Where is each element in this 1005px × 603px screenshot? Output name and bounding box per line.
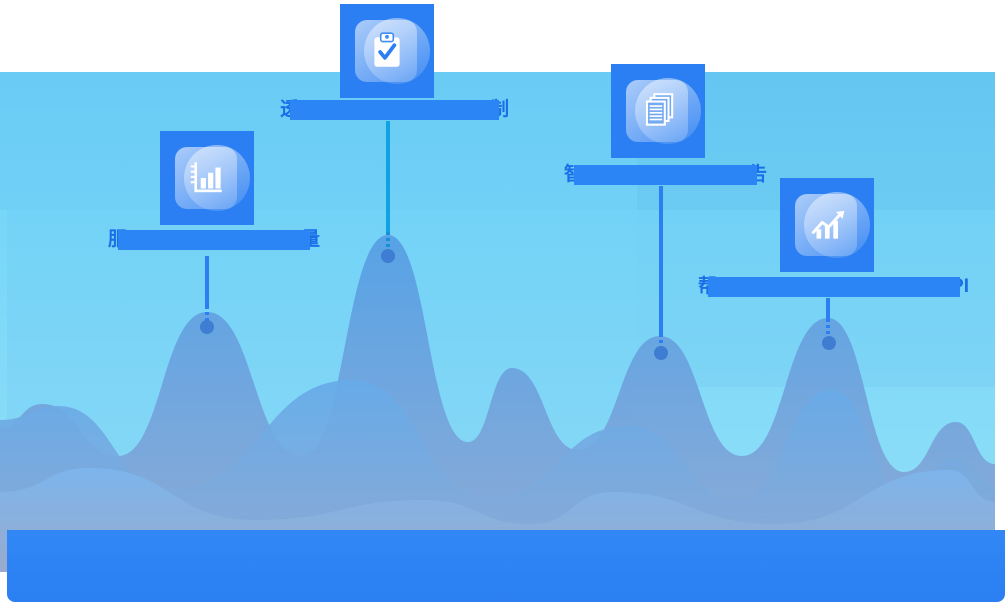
feature-tile-kpi — [780, 178, 874, 272]
clipboard-check-icon — [374, 32, 400, 67]
documents-icon — [645, 93, 674, 126]
label-redaction-bar — [574, 165, 757, 185]
feature-tile-stats — [160, 131, 254, 225]
wave-mountains-graphic — [0, 235, 995, 572]
label-redaction-bar — [118, 230, 310, 250]
feature-tile-checklist — [340, 4, 434, 98]
feature-label-kpi: 帮 PI — [698, 277, 969, 297]
connector-dotted-line — [205, 306, 209, 321]
peak-marker-dot — [200, 320, 214, 334]
connector-dotted-line — [826, 319, 830, 336]
connector-dotted-line — [386, 232, 390, 249]
connector-line — [826, 298, 830, 319]
label-redaction-bar — [708, 277, 961, 297]
feature-label-checklist: 透 制 — [280, 100, 509, 120]
connector-dotted-line — [659, 334, 663, 347]
connector-line — [659, 186, 663, 334]
tile-inner-square — [175, 147, 237, 209]
footer-band — [7, 530, 1005, 602]
bar-chart-icon — [190, 162, 222, 193]
trend-chart-icon — [811, 210, 845, 239]
peak-marker-dot — [654, 346, 668, 360]
peak-marker-dot — [822, 336, 836, 350]
feature-label-stats: 服 量 — [108, 230, 320, 250]
feature-tile-reports — [611, 64, 705, 158]
connector-line — [386, 121, 390, 232]
connector-line — [205, 256, 209, 306]
feature-label-reports: 智 告 — [564, 165, 767, 185]
peak-marker-dot — [381, 249, 395, 263]
label-redaction-bar — [290, 100, 499, 120]
